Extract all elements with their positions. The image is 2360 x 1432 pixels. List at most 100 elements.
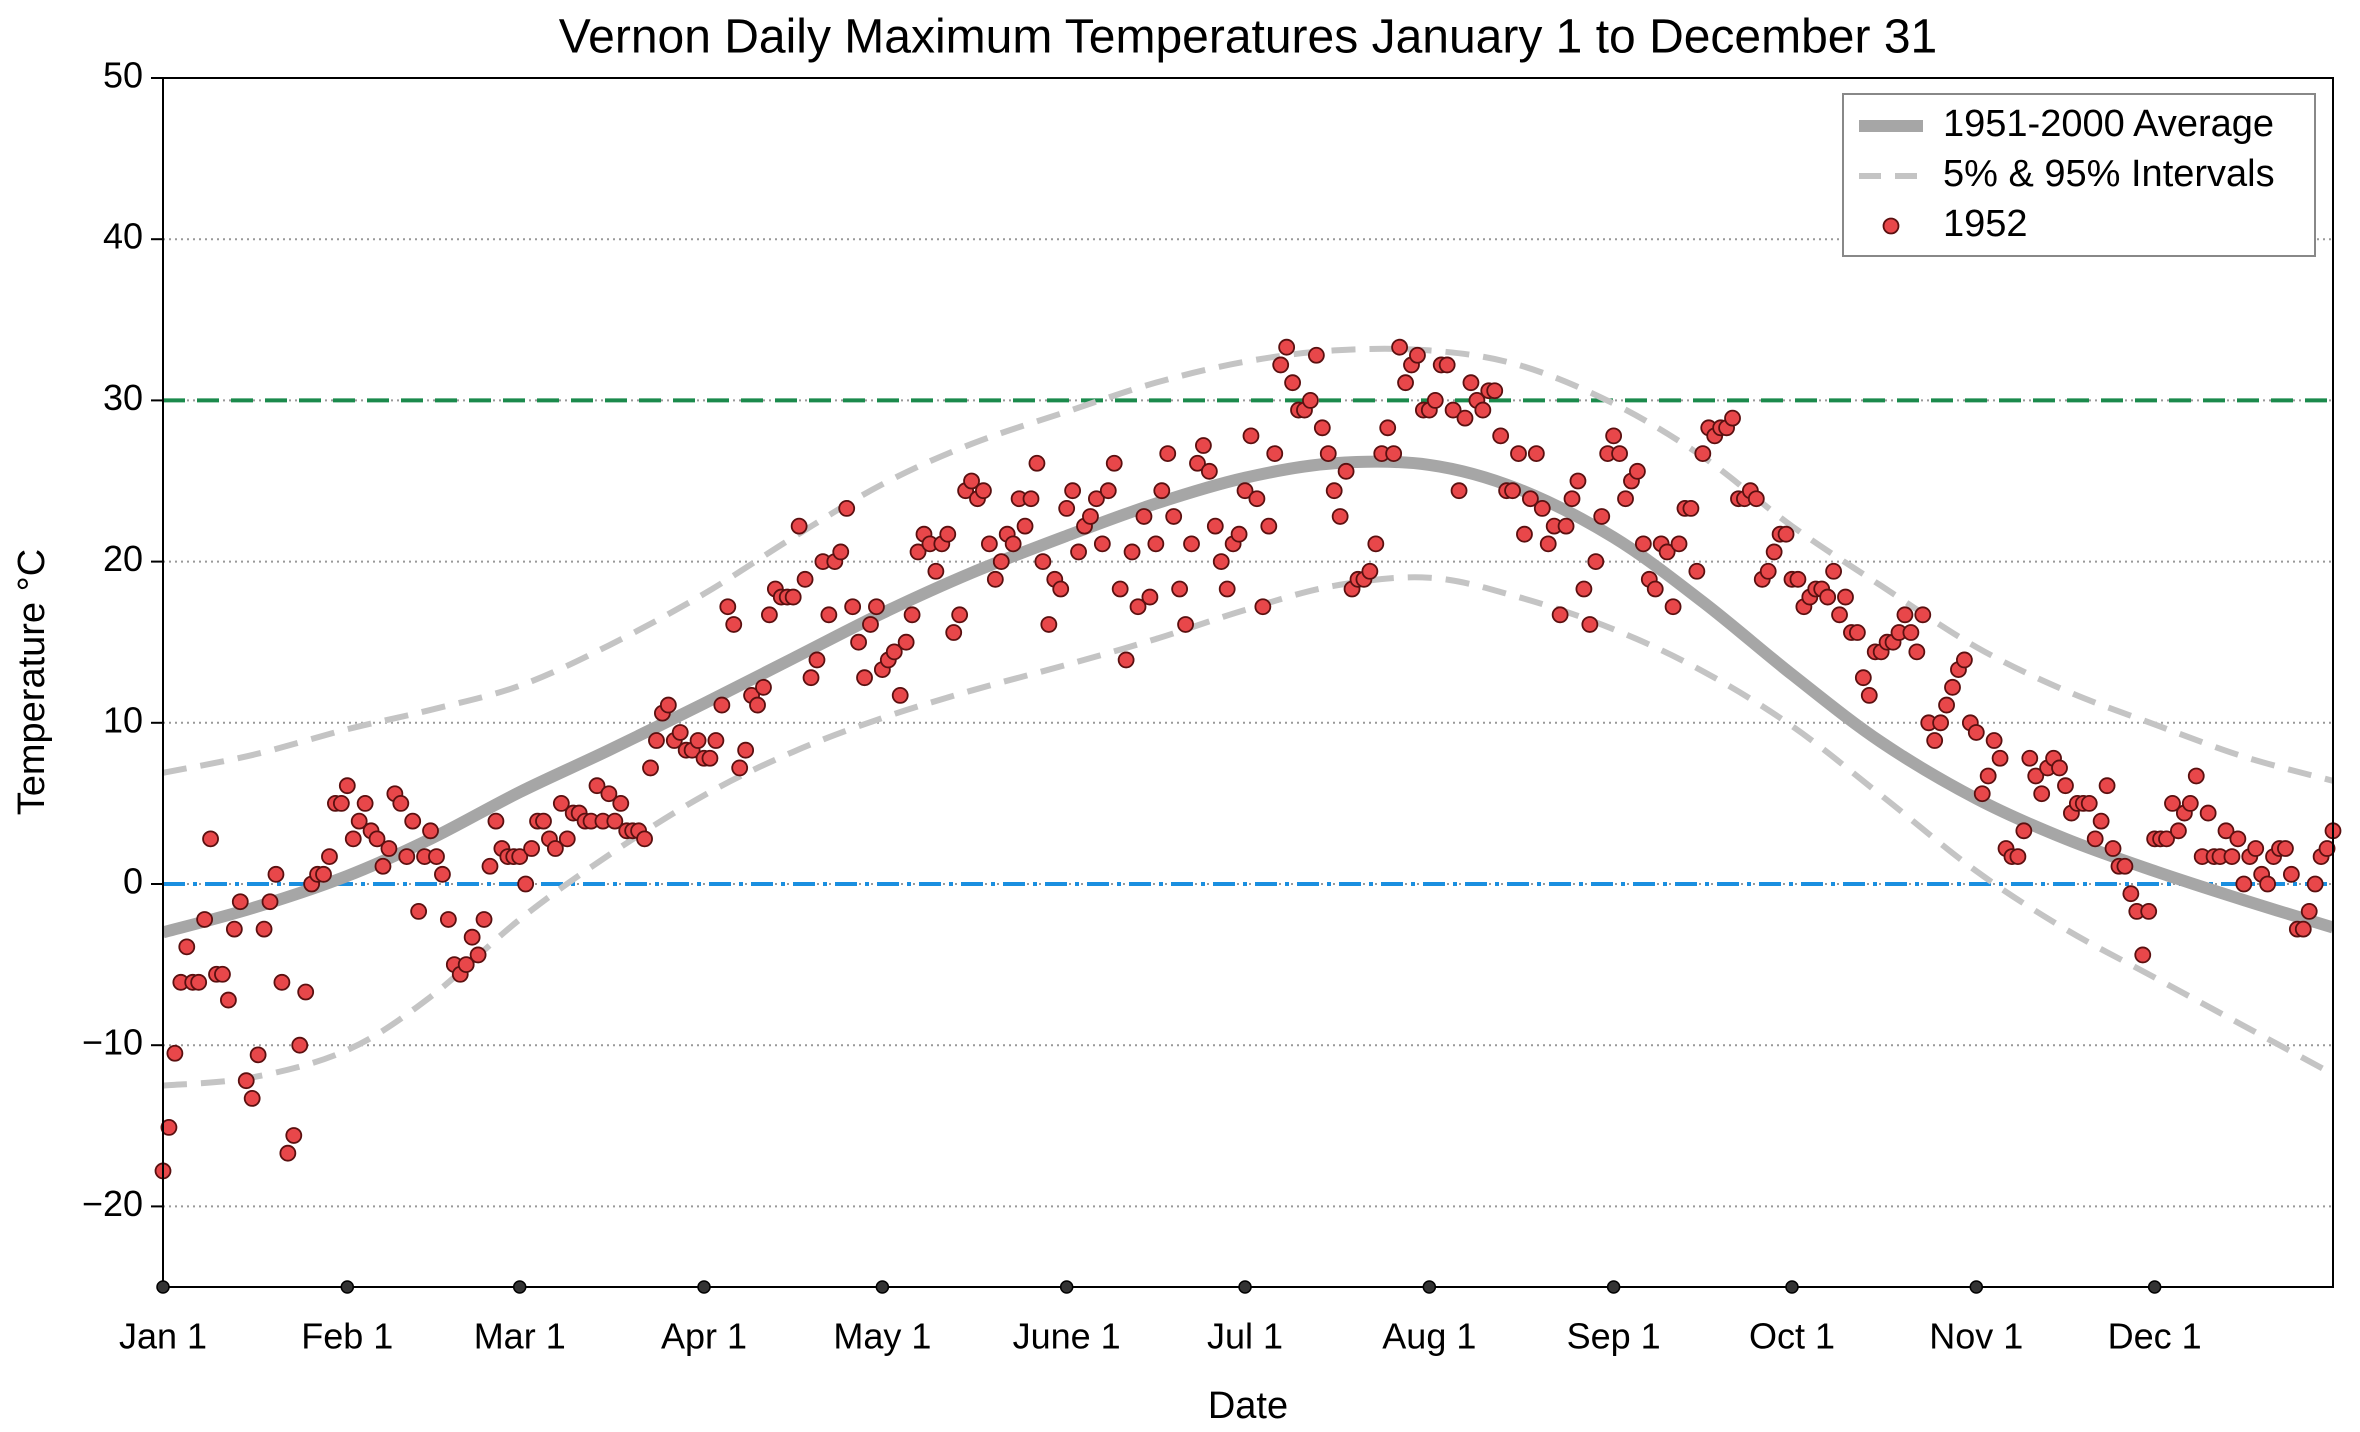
data-point: [225, 920, 243, 938]
data-point: [992, 553, 1010, 570]
data-point: [1450, 482, 1468, 500]
data-point: [1605, 427, 1623, 445]
data-point: [1848, 624, 1866, 641]
data-point: [725, 616, 743, 633]
data-point: [1082, 508, 1099, 525]
data-point: [1617, 490, 1634, 508]
data-point: [552, 795, 570, 812]
data-point: [1171, 580, 1189, 598]
data-point: [1670, 535, 1688, 553]
data-point: [196, 911, 214, 928]
data-point: [737, 741, 755, 759]
data-point: [1504, 482, 1521, 500]
data-point: [1724, 409, 1741, 427]
data-point: [2134, 946, 2152, 964]
x-tick-label: Feb 1: [301, 1316, 393, 1357]
x-tick-label: Jul 1: [1207, 1316, 1283, 1357]
data-point: [1278, 338, 1296, 356]
data-point: [2057, 777, 2074, 795]
data-point: [2187, 767, 2205, 785]
data-point: [945, 624, 963, 641]
data-point: [1266, 445, 1284, 462]
data-point: [2086, 830, 2104, 848]
data-point: [344, 830, 362, 848]
x-tick: [1606, 1280, 1621, 1294]
data-point: [1325, 482, 1343, 500]
data-point: [1759, 562, 1777, 580]
data-point: [1302, 391, 1319, 409]
data-point: [1242, 427, 1260, 445]
data-point: [689, 732, 707, 749]
data-point: [1581, 616, 1599, 633]
data-point: [1099, 482, 1117, 500]
data-point: [1932, 714, 1950, 732]
data-point: [2318, 840, 2336, 857]
data-point: [1367, 535, 1385, 553]
data-point: [1135, 508, 1153, 525]
data-point: [1908, 643, 1926, 661]
data-point: [951, 606, 969, 624]
x-tick: [2147, 1280, 2162, 1294]
data-point: [808, 651, 826, 669]
data-point: [1385, 445, 1403, 462]
data-point: [1391, 338, 1409, 356]
data-point: [321, 848, 338, 865]
data-point: [2223, 848, 2241, 865]
data-point: [1177, 616, 1194, 633]
data-point: [1985, 732, 2003, 749]
data-point: [1944, 678, 1961, 696]
data-point: [535, 812, 552, 830]
data-point: [1183, 535, 1200, 553]
data-point: [261, 893, 279, 911]
data-point: [249, 1046, 267, 1064]
data-point: [2098, 777, 2116, 795]
data-point: [2259, 875, 2277, 893]
data-point: [671, 724, 689, 741]
data-point: [463, 928, 481, 946]
data-point: [1694, 445, 1712, 462]
data-point: [1248, 490, 1266, 508]
data-point: [1902, 624, 1920, 641]
data-point: [1914, 606, 1932, 624]
data-point: [784, 588, 802, 606]
data-point: [1896, 606, 1914, 624]
data-point: [1028, 454, 1046, 472]
x-tick: [512, 1280, 527, 1294]
x-tick-label: Dec 1: [2108, 1316, 2202, 1357]
data-point: [1569, 472, 1587, 490]
data-point: [939, 525, 957, 543]
data-point: [1087, 490, 1105, 508]
data-point: [1688, 562, 1706, 580]
data-point: [980, 535, 998, 553]
data-point: [1260, 517, 1278, 535]
y-tick-label: −20: [82, 1183, 143, 1224]
x-tick-label: May 1: [833, 1316, 931, 1357]
data-point: [2104, 840, 2122, 857]
data-point: [1789, 570, 1807, 588]
data-point: [719, 598, 737, 616]
data-point: [885, 643, 903, 661]
data-point: [398, 848, 416, 865]
x-tick-label: Oct 1: [1749, 1316, 1835, 1357]
data-point: [606, 812, 624, 830]
data-point: [1052, 580, 1070, 598]
data-point: [1426, 391, 1444, 409]
data-point: [1361, 562, 1379, 580]
y-tick-label: 0: [123, 861, 143, 902]
data-point: [1486, 382, 1504, 400]
data-point: [1991, 749, 2009, 767]
data-point: [2294, 920, 2312, 938]
data-point: [1646, 580, 1664, 598]
data-point: [1159, 445, 1177, 462]
x-tick-label: June 1: [1013, 1316, 1121, 1357]
data-point: [856, 669, 873, 687]
data-point: [1093, 535, 1111, 553]
data-point: [868, 598, 885, 616]
data-point: [1765, 543, 1783, 561]
data-point: [909, 543, 927, 561]
data-point: [761, 606, 778, 624]
data-point: [2199, 804, 2217, 822]
data-point: [1153, 482, 1171, 500]
data-point: [487, 812, 505, 830]
legend-label: 1952: [1943, 203, 2028, 245]
